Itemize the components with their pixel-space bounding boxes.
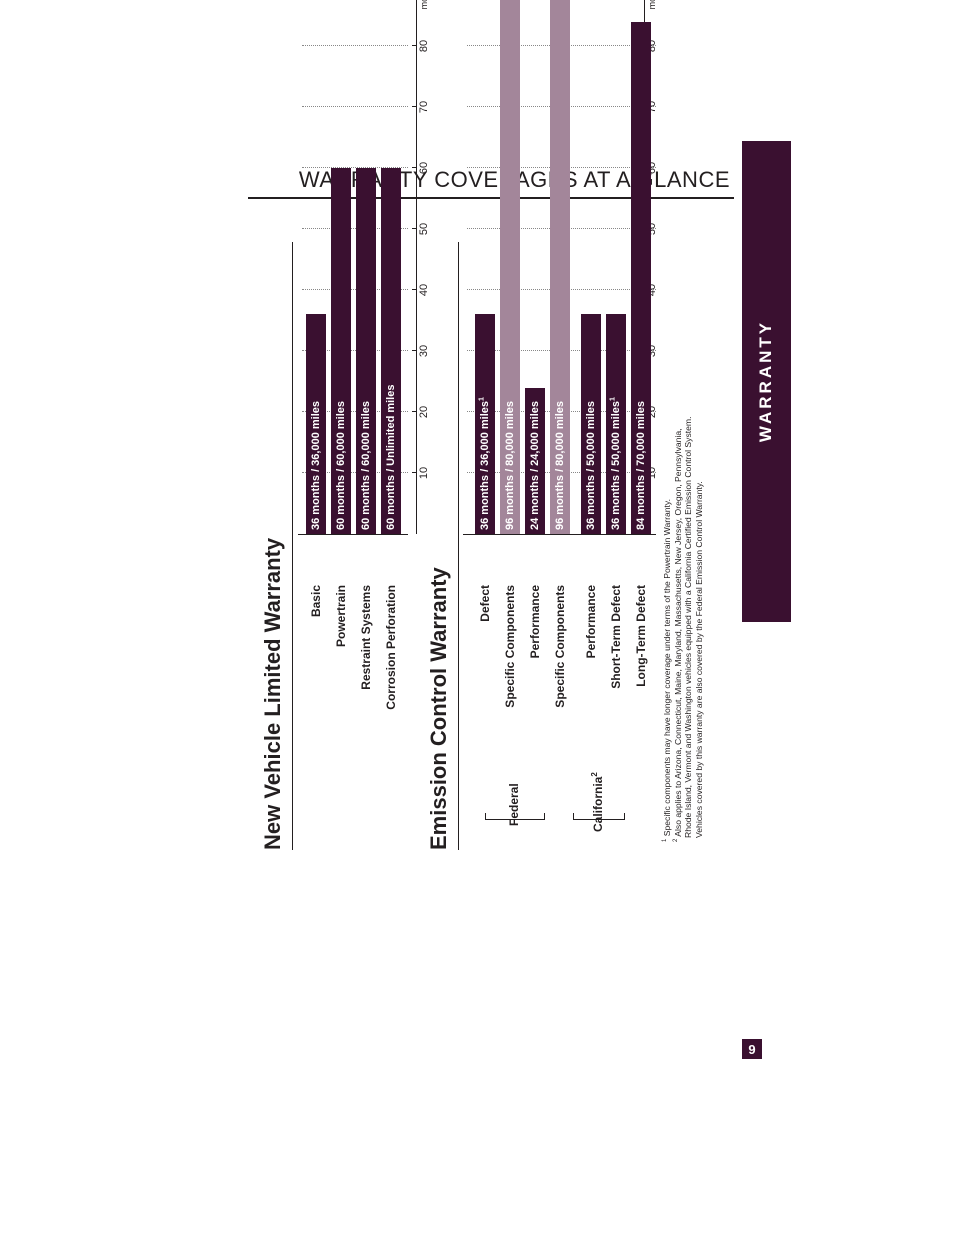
emission-bar-text: 36 months / 50,000 miles — [610, 400, 622, 530]
footnote-2: 2 Also applies to Arizona, Connecticut, … — [673, 417, 684, 842]
footnote-2-line1: Also applies to Arizona, Connecticut, Ma… — [672, 428, 683, 837]
new_vehicle-tick-label: 10 — [418, 466, 430, 480]
footnote-2-line2: Rhode Island, Vermont and Washington veh… — [683, 416, 694, 838]
title-divider — [248, 197, 734, 199]
new_vehicle-tick-label: 40 — [418, 283, 430, 297]
emission-axis-unit: months — [647, 0, 657, 9]
new-vehicle-title: New Vehicle Limited Warranty — [260, 537, 285, 850]
emission-bar-text: 96 months / 80,000 miles — [504, 400, 516, 530]
footnote-1-mark: 1 — [662, 838, 669, 842]
side-tab — [742, 141, 791, 622]
emission-bar-text: 36 months / 36,000 miles — [479, 400, 491, 530]
side-tab-label: WARRANTY — [756, 319, 775, 443]
emission-bar: 24 months / 24,000 miles — [525, 387, 545, 534]
new_vehicle-tick-label: 60 — [418, 161, 430, 175]
new_vehicle-gridline — [302, 45, 408, 46]
federal-group-label: Federal — [507, 783, 521, 826]
emission-bar: 36 months / 36,000 miles1 — [475, 314, 495, 534]
new_vehicle-bar-text: 60 months / 60,000 miles — [360, 400, 372, 530]
new_vehicle-axis-line — [298, 534, 408, 535]
new-vehicle-top-rule — [292, 242, 293, 850]
new_vehicle-axis-rule — [416, 0, 417, 534]
emission-bar: 36 months / 50,000 miles — [581, 314, 601, 534]
new_vehicle-row-label: Corrosion Perforation — [384, 585, 398, 710]
california-label-text: California — [591, 776, 605, 832]
new_vehicle-bar-text: 36 months / 36,000 miles — [310, 400, 322, 530]
california-sup: 2 — [590, 772, 599, 777]
new_vehicle-bar: 60 months / Unlimited miles — [381, 168, 401, 534]
warranty-chart-panel: New Vehicle Limited Warranty 10 20 30 40 50 6… — [248, 0, 728, 850]
emission-bar: 96 months / 80,000 miles — [550, 0, 570, 534]
footnotes: 1 Specific components may have longer co… — [662, 417, 704, 842]
new_vehicle-tick-label: 30 — [418, 344, 430, 358]
california-group-label: California2 — [590, 772, 605, 832]
new_vehicle-bar: 60 months / 60,000 miles — [356, 168, 376, 534]
new_vehicle-row-label: Powertrain — [334, 585, 348, 648]
footnote-2-mark: 2 — [672, 838, 679, 842]
footnote-2-line3: Vehicles covered by this warranty are al… — [693, 481, 704, 838]
emission-bar: 96 months / 80,000 miles — [500, 0, 520, 534]
emission-bar-note: 1 — [478, 397, 486, 401]
new_vehicle-bar-text: 60 months / 60,000 miles — [335, 400, 347, 530]
emission-row-label: Performance — [528, 585, 542, 659]
emission-row-label: Defect — [478, 585, 492, 622]
emission-title: Emission Control Warranty — [426, 567, 451, 850]
new_vehicle-bar-text: 60 months / Unlimited miles — [385, 384, 397, 530]
page-number: 9 — [742, 1039, 762, 1059]
emission-bar-text: 84 months / 70,000 miles — [635, 400, 647, 530]
new_vehicle-axis-unit: months — [419, 0, 429, 9]
new_vehicle-tick-label: 50 — [418, 222, 430, 236]
emission-row-label: Short-Term Defect — [609, 585, 623, 689]
emission-bar-text: 24 months / 24,000 miles — [529, 400, 541, 530]
emission-bar-note: 1 — [609, 397, 617, 401]
new_vehicle-gridline — [302, 106, 408, 107]
new_vehicle-row-label: Restraint Systems — [359, 585, 373, 690]
footnote-1: 1 Specific components may have longer co… — [662, 417, 673, 842]
emission-row-label: Specific Components — [553, 585, 567, 708]
new_vehicle-tick-label: 80 — [418, 39, 430, 53]
new_vehicle-bar: 36 months / 36,000 miles — [306, 314, 326, 534]
emission-row-label: Long-Term Defect — [634, 585, 648, 687]
new_vehicle-bar: 60 months / 60,000 miles — [331, 168, 351, 534]
emission-bar-text: 96 months / 80,000 miles — [554, 400, 566, 530]
new_vehicle-row-label: Basic — [309, 585, 323, 618]
emission-bar-text: 36 months / 50,000 miles — [585, 400, 597, 530]
new_vehicle-tick-label: 70 — [418, 100, 430, 114]
emission-bar: 84 months / 70,000 miles — [631, 21, 651, 534]
emission-axis-line — [463, 534, 656, 535]
footnote-1-text: Specific components may have longer cove… — [662, 499, 672, 837]
new_vehicle-tick-label: 20 — [418, 405, 430, 419]
emission-top-rule — [458, 242, 459, 850]
emission-bar: 36 months / 50,000 miles1 — [606, 314, 626, 534]
